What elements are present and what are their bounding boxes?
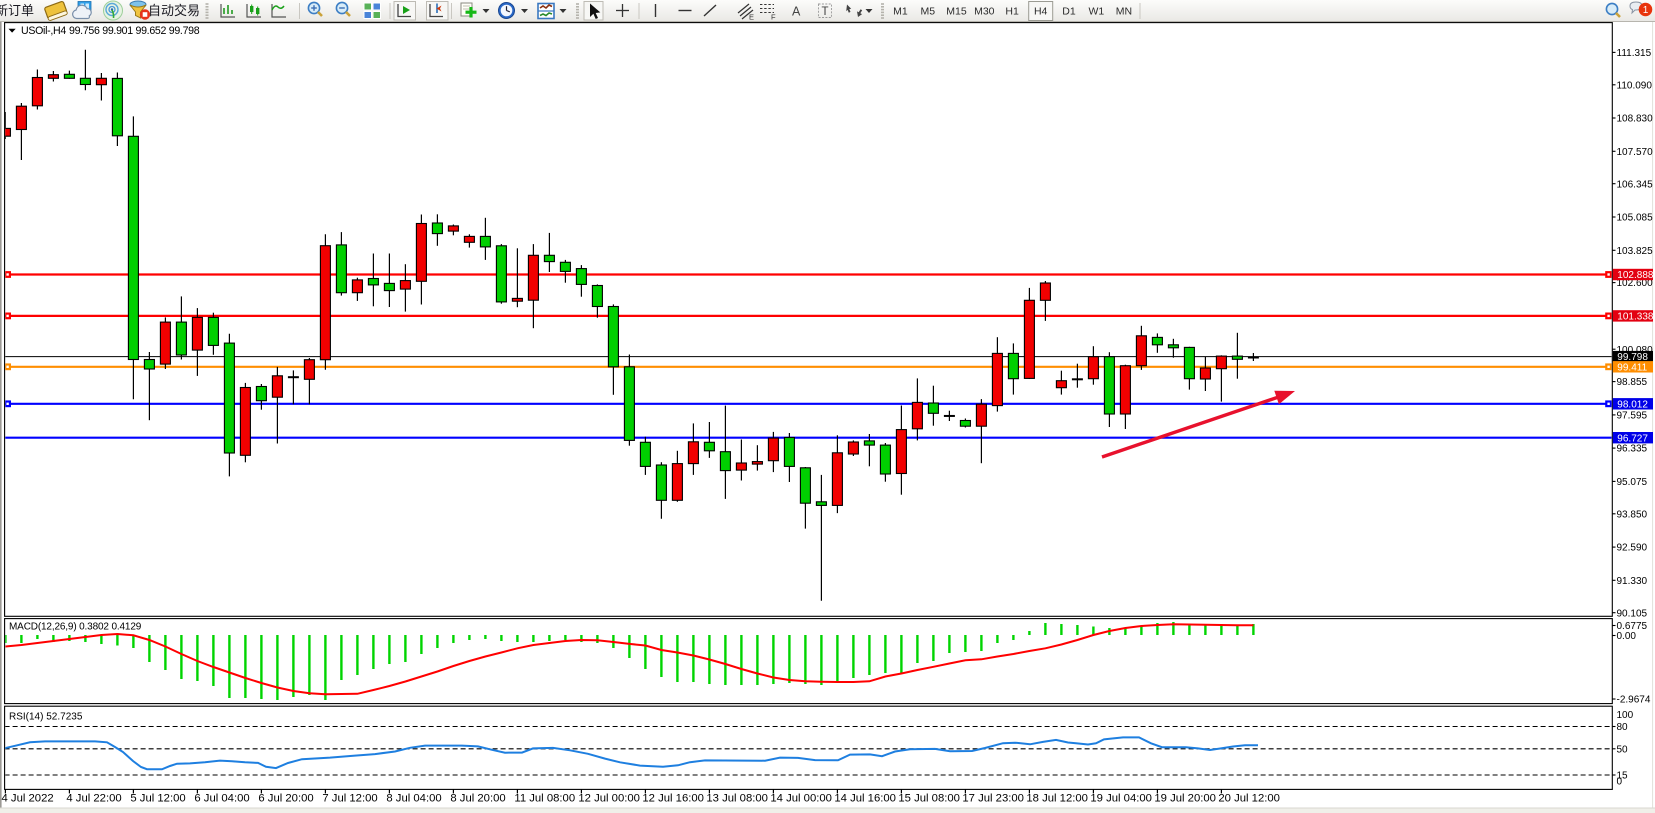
svg-text:92.590: 92.590 bbox=[1617, 543, 1648, 554]
svg-text:8 Jul 20:00: 8 Jul 20:00 bbox=[450, 793, 505, 805]
svg-text:17 Jul 23:00: 17 Jul 23:00 bbox=[962, 793, 1024, 805]
svg-text:14 Jul 16:00: 14 Jul 16:00 bbox=[834, 793, 896, 805]
svg-text:18 Jul 12:00: 18 Jul 12:00 bbox=[1026, 793, 1088, 805]
svg-text:99.798: 99.798 bbox=[1617, 352, 1648, 363]
svg-text:6 Jul 04:00: 6 Jul 04:00 bbox=[194, 793, 249, 805]
svg-text:-2.9674: -2.9674 bbox=[1617, 695, 1651, 706]
svg-text:103.825: 103.825 bbox=[1617, 246, 1654, 257]
svg-text:19 Jul 04:00: 19 Jul 04:00 bbox=[1090, 793, 1152, 805]
svg-text:96.727: 96.727 bbox=[1617, 433, 1648, 444]
svg-text:98.012: 98.012 bbox=[1617, 399, 1648, 410]
svg-text:7 Jul 12:00: 7 Jul 12:00 bbox=[322, 793, 377, 805]
svg-text:19 Jul 20:00: 19 Jul 20:00 bbox=[1154, 793, 1216, 805]
svg-text:93.850: 93.850 bbox=[1617, 509, 1648, 520]
svg-text:E: E bbox=[749, 13, 754, 22]
svg-text:98.855: 98.855 bbox=[1617, 377, 1648, 388]
svg-text:H4: H4 bbox=[1034, 6, 1048, 18]
svg-text:13 Jul 08:00: 13 Jul 08:00 bbox=[706, 793, 768, 805]
svg-text:15: 15 bbox=[1617, 771, 1629, 782]
svg-text:90.105: 90.105 bbox=[1617, 608, 1648, 619]
svg-text:108.830: 108.830 bbox=[1617, 114, 1654, 125]
svg-text:14 Jul 00:00: 14 Jul 00:00 bbox=[770, 793, 832, 805]
svg-text:11 Jul 08:00: 11 Jul 08:00 bbox=[514, 793, 575, 805]
svg-text:102.888: 102.888 bbox=[1617, 270, 1654, 281]
svg-text:MN: MN bbox=[1116, 6, 1132, 18]
svg-text:M1: M1 bbox=[893, 6, 908, 18]
svg-text:M15: M15 bbox=[946, 6, 967, 18]
svg-text:12 Jul 16:00: 12 Jul 16:00 bbox=[642, 793, 704, 805]
svg-text:97.595: 97.595 bbox=[1617, 411, 1648, 422]
svg-text:F: F bbox=[771, 13, 776, 22]
svg-text:80: 80 bbox=[1617, 722, 1629, 733]
svg-text:W1: W1 bbox=[1089, 6, 1105, 18]
svg-text:110.090: 110.090 bbox=[1617, 80, 1653, 91]
svg-text:8 Jul 04:00: 8 Jul 04:00 bbox=[386, 793, 441, 805]
svg-text:4 Jul 2022: 4 Jul 2022 bbox=[2, 793, 54, 805]
svg-text:99.411: 99.411 bbox=[1617, 362, 1647, 373]
svg-text:A: A bbox=[792, 5, 801, 19]
svg-text:RSI(14) 52.7235: RSI(14) 52.7235 bbox=[9, 712, 83, 723]
svg-text:15 Jul 08:00: 15 Jul 08:00 bbox=[898, 793, 960, 805]
svg-text:91.330: 91.330 bbox=[1617, 576, 1648, 587]
svg-text:MACD(12,26,9) 0.3802 0.4129: MACD(12,26,9) 0.3802 0.4129 bbox=[9, 622, 142, 633]
svg-text:1: 1 bbox=[1643, 5, 1649, 16]
svg-text:99.756 99.901 99.652 99.798: 99.756 99.901 99.652 99.798 bbox=[69, 25, 200, 37]
svg-text:H1: H1 bbox=[1005, 6, 1019, 18]
svg-text:96.335: 96.335 bbox=[1617, 444, 1648, 455]
svg-text:100: 100 bbox=[1617, 710, 1634, 721]
svg-text:101.338: 101.338 bbox=[1617, 312, 1654, 323]
svg-text:M5: M5 bbox=[921, 6, 936, 18]
svg-text:95.075: 95.075 bbox=[1617, 477, 1648, 488]
svg-text:111.315: 111.315 bbox=[1617, 48, 1652, 59]
svg-text:T: T bbox=[822, 6, 829, 18]
svg-text:M30: M30 bbox=[974, 6, 995, 18]
svg-text:20 Jul 12:00: 20 Jul 12:00 bbox=[1218, 793, 1280, 805]
svg-text:50: 50 bbox=[1617, 744, 1629, 755]
svg-text:USOil-,H4: USOil-,H4 bbox=[21, 25, 66, 37]
svg-text:105.085: 105.085 bbox=[1617, 213, 1654, 224]
svg-text:100.080: 100.080 bbox=[1617, 345, 1654, 356]
svg-text:0.6775: 0.6775 bbox=[1617, 621, 1648, 632]
svg-text:新订单: 新订单 bbox=[0, 3, 34, 18]
svg-text:106.345: 106.345 bbox=[1617, 179, 1654, 190]
svg-text:0: 0 bbox=[1617, 777, 1623, 788]
svg-text:0.00: 0.00 bbox=[1617, 631, 1637, 642]
svg-text:4 Jul 22:00: 4 Jul 22:00 bbox=[66, 793, 121, 805]
svg-text:107.570: 107.570 bbox=[1617, 147, 1654, 158]
svg-text:D1: D1 bbox=[1062, 6, 1076, 18]
svg-text:102.600: 102.600 bbox=[1617, 278, 1654, 289]
svg-text:自动交易: 自动交易 bbox=[148, 3, 200, 18]
svg-text:6 Jul 20:00: 6 Jul 20:00 bbox=[258, 793, 313, 805]
svg-text:5 Jul 12:00: 5 Jul 12:00 bbox=[130, 793, 185, 805]
svg-text:12 Jul 00:00: 12 Jul 00:00 bbox=[578, 793, 640, 805]
